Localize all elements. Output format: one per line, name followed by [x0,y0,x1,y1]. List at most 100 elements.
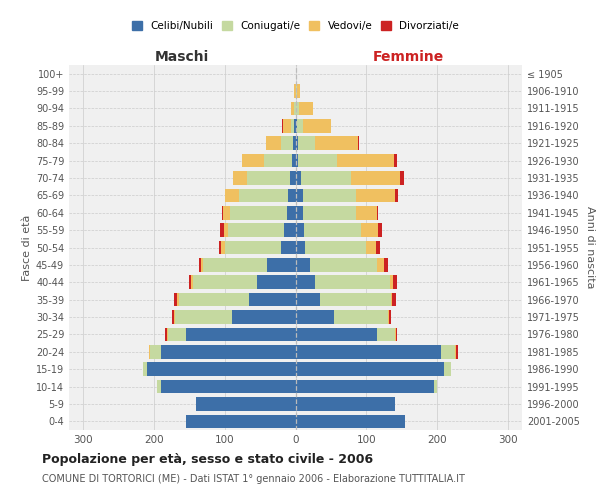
Bar [196,397,296,410]
Y-axis label: Anni di nascita: Anni di nascita [585,206,595,289]
Bar [296,345,440,358]
Bar [296,119,302,132]
Bar [296,310,334,324]
Bar [242,154,296,168]
Bar [296,397,395,410]
Bar [250,293,296,306]
Bar [296,414,405,428]
Bar [294,102,296,115]
Bar [284,224,296,237]
Bar [290,119,296,132]
Bar [143,362,296,376]
Bar [186,414,296,428]
Bar [296,188,356,202]
Bar [296,380,437,394]
Bar [193,276,296,289]
Bar [289,188,296,202]
Bar [247,171,296,185]
Bar [296,154,394,168]
Bar [290,171,296,185]
Bar [296,119,331,132]
Bar [225,240,296,254]
Bar [296,380,434,394]
Bar [294,84,296,98]
Bar [177,293,296,306]
Bar [296,397,395,410]
Bar [296,345,458,358]
Bar [296,84,301,98]
Bar [296,414,405,428]
Bar [179,293,296,306]
Text: Popolazione per età, sesso e stato civile - 2006: Popolazione per età, sesso e stato civil… [42,452,373,466]
Bar [296,276,397,289]
Bar [290,102,296,115]
Bar [175,293,296,306]
Bar [296,171,404,185]
Bar [232,310,296,324]
Bar [296,188,398,202]
Bar [143,362,296,376]
Bar [188,276,296,289]
Bar [296,310,391,324]
Bar [296,188,302,202]
Bar [296,276,393,289]
Bar [219,240,296,254]
Bar [143,362,296,376]
Bar [168,328,296,341]
Bar [296,328,395,341]
Bar [242,154,296,168]
Bar [296,154,397,168]
Bar [296,224,382,237]
Bar [281,240,296,254]
Bar [281,136,296,150]
Bar [296,154,337,168]
Bar [287,206,296,220]
Bar [222,206,296,220]
Bar [296,171,400,185]
Bar [296,224,304,237]
Bar [296,293,391,306]
Bar [293,136,296,150]
Bar [167,328,296,341]
Bar [191,276,296,289]
Bar [196,397,296,410]
Bar [296,136,359,150]
Bar [225,188,296,202]
Bar [296,328,377,341]
Bar [296,240,380,254]
Bar [233,171,296,185]
Bar [296,362,444,376]
Bar [149,345,296,358]
Bar [296,345,456,358]
Bar [296,276,389,289]
Bar [296,206,377,220]
Bar [199,258,296,272]
Bar [157,380,296,394]
Bar [296,119,297,132]
Bar [172,310,296,324]
Bar [267,258,296,272]
Bar [296,328,396,341]
Bar [296,136,316,150]
Bar [294,84,296,98]
Bar [225,188,296,202]
Bar [283,119,296,132]
Bar [296,84,301,98]
Bar [202,258,296,272]
Bar [296,414,405,428]
Bar [296,102,313,115]
Bar [296,136,358,150]
Bar [292,154,296,168]
Bar [296,258,388,272]
Bar [296,240,365,254]
Bar [151,345,296,358]
Bar [196,397,296,410]
Bar [296,397,395,410]
Bar [186,414,296,428]
Bar [165,328,296,341]
Bar [282,119,296,132]
Bar [186,414,296,428]
Bar [224,224,296,237]
Bar [296,154,298,168]
Bar [161,345,296,358]
